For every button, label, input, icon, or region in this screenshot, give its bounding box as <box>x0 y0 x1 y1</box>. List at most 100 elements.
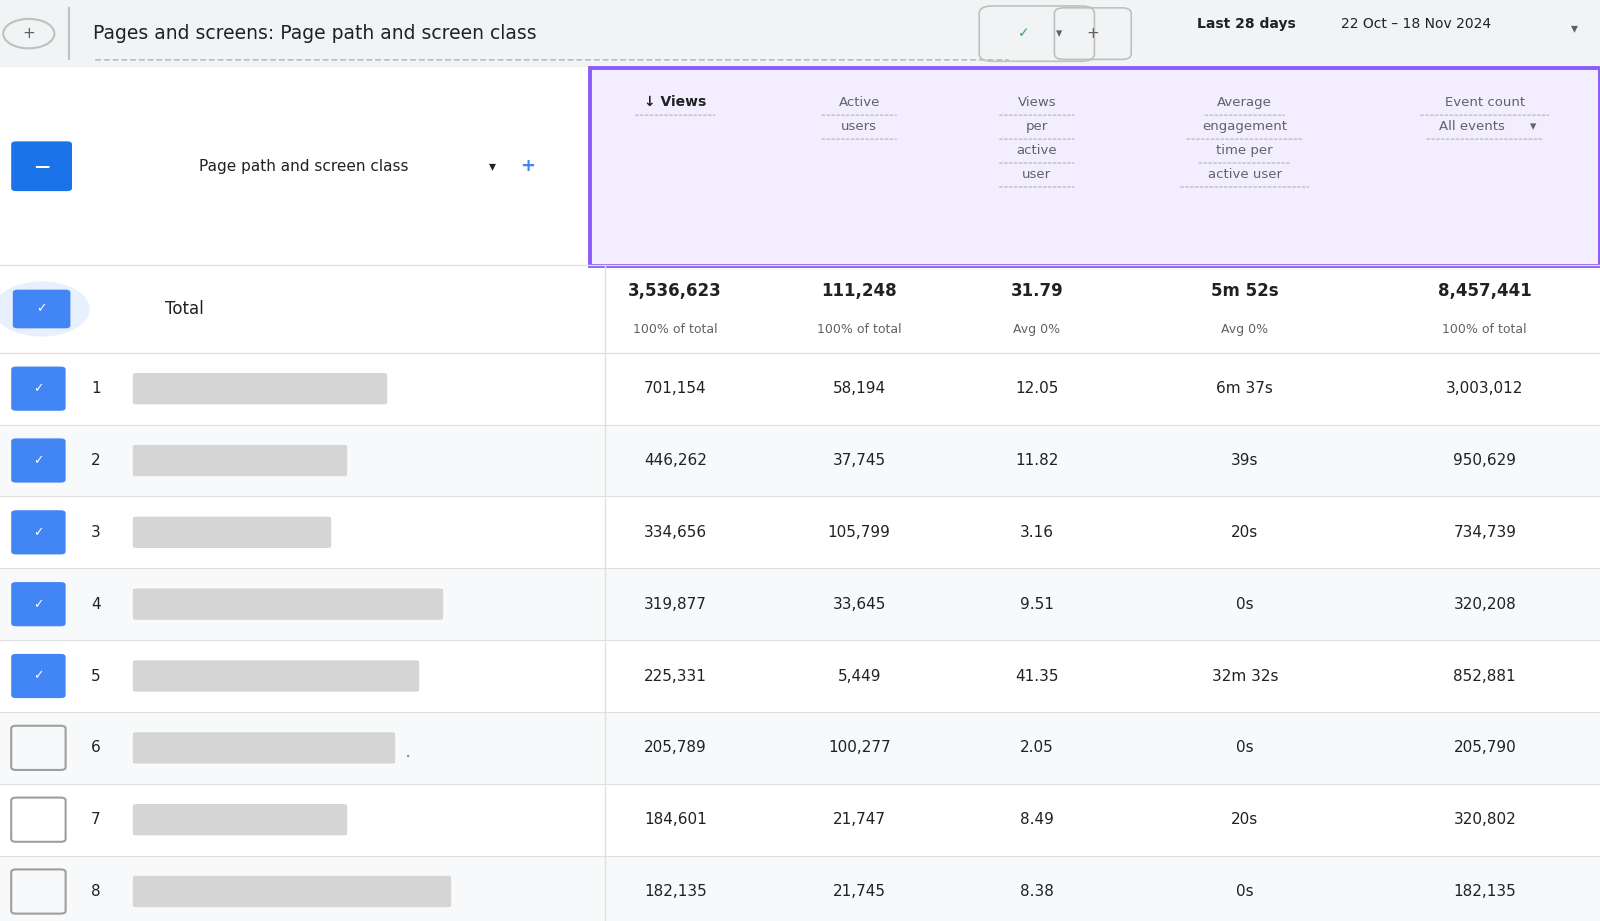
Text: 12.05: 12.05 <box>1014 381 1059 396</box>
Text: 184,601: 184,601 <box>643 812 707 827</box>
FancyBboxPatch shape <box>133 373 387 404</box>
Bar <box>0 425 1600 496</box>
Text: 100% of total: 100% of total <box>818 322 901 336</box>
Text: 9.51: 9.51 <box>1019 597 1054 612</box>
Text: 3,536,623: 3,536,623 <box>629 282 722 299</box>
FancyBboxPatch shape <box>11 367 66 411</box>
Text: 21,747: 21,747 <box>832 812 886 827</box>
Text: 8.49: 8.49 <box>1019 812 1054 827</box>
Text: 33,645: 33,645 <box>832 597 886 612</box>
Text: 21,745: 21,745 <box>832 884 886 899</box>
Text: ✓: ✓ <box>34 454 43 467</box>
Text: 2: 2 <box>91 453 101 468</box>
Text: ✓: ✓ <box>34 382 43 395</box>
FancyBboxPatch shape <box>11 654 66 698</box>
Text: 100,277: 100,277 <box>827 740 891 755</box>
Text: ✓: ✓ <box>1018 27 1030 41</box>
Text: engagement: engagement <box>1202 120 1288 133</box>
Text: ▾: ▾ <box>1571 21 1578 35</box>
Text: 182,135: 182,135 <box>643 884 707 899</box>
Text: per: per <box>1026 120 1048 133</box>
Text: Active: Active <box>838 96 880 109</box>
Text: 5m 52s: 5m 52s <box>1211 282 1278 299</box>
Text: 100% of total: 100% of total <box>1443 322 1526 336</box>
Text: 852,881: 852,881 <box>1453 669 1517 683</box>
Text: +: + <box>520 157 536 175</box>
FancyBboxPatch shape <box>133 732 395 764</box>
Bar <box>0 67 1600 265</box>
Text: 8,457,441: 8,457,441 <box>1438 282 1531 299</box>
FancyBboxPatch shape <box>11 141 72 191</box>
Text: 22 Oct – 18 Nov 2024: 22 Oct – 18 Nov 2024 <box>1341 17 1491 31</box>
FancyBboxPatch shape <box>133 589 443 620</box>
FancyBboxPatch shape <box>590 68 1600 266</box>
Text: Views: Views <box>1018 96 1056 109</box>
Text: ✓: ✓ <box>34 598 43 611</box>
Bar <box>0 353 1600 425</box>
Text: 11.82: 11.82 <box>1014 453 1059 468</box>
Text: ▾: ▾ <box>1056 27 1062 41</box>
Text: Total: Total <box>165 300 203 318</box>
Text: Average: Average <box>1218 96 1272 109</box>
Text: Page path and screen class: Page path and screen class <box>200 158 408 174</box>
Text: 31.79: 31.79 <box>1011 282 1062 299</box>
Text: 8: 8 <box>91 884 101 899</box>
Text: 58,194: 58,194 <box>832 381 886 396</box>
Text: 5,449: 5,449 <box>837 669 882 683</box>
Text: 0s: 0s <box>1235 597 1254 612</box>
Text: +: + <box>22 26 35 41</box>
FancyBboxPatch shape <box>133 876 451 907</box>
FancyBboxPatch shape <box>133 660 419 692</box>
Text: user: user <box>1022 168 1051 181</box>
Text: active user: active user <box>1208 168 1282 181</box>
Text: 446,262: 446,262 <box>643 453 707 468</box>
FancyBboxPatch shape <box>133 517 331 548</box>
Text: ▾: ▾ <box>1530 120 1536 133</box>
Text: —: — <box>34 158 50 174</box>
Bar <box>0 0 1600 67</box>
Text: 37,745: 37,745 <box>832 453 886 468</box>
Text: 20s: 20s <box>1230 525 1259 540</box>
Text: 20s: 20s <box>1230 812 1259 827</box>
Text: 701,154: 701,154 <box>643 381 707 396</box>
FancyBboxPatch shape <box>11 438 66 483</box>
Text: 100% of total: 100% of total <box>634 322 717 336</box>
Bar <box>0 712 1600 784</box>
Text: 39s: 39s <box>1230 453 1259 468</box>
Text: 182,135: 182,135 <box>1453 884 1517 899</box>
Text: Pages and screens: Page path and screen class: Pages and screens: Page path and screen … <box>93 24 536 43</box>
Text: 6: 6 <box>91 740 101 755</box>
Text: Event count: Event count <box>1445 96 1525 109</box>
Bar <box>0 784 1600 856</box>
Bar <box>0 265 1600 353</box>
FancyBboxPatch shape <box>133 445 347 476</box>
Text: ✓: ✓ <box>34 670 43 682</box>
Text: 41.35: 41.35 <box>1014 669 1059 683</box>
Text: 950,629: 950,629 <box>1453 453 1517 468</box>
FancyBboxPatch shape <box>11 582 66 626</box>
Text: ✓: ✓ <box>34 526 43 539</box>
Text: 111,248: 111,248 <box>821 282 898 299</box>
Text: users: users <box>842 120 877 133</box>
FancyBboxPatch shape <box>13 289 70 328</box>
Text: 1: 1 <box>91 381 101 396</box>
Text: 3: 3 <box>91 525 101 540</box>
Text: 8.38: 8.38 <box>1019 884 1054 899</box>
FancyBboxPatch shape <box>11 510 66 554</box>
Text: 734,739: 734,739 <box>1453 525 1517 540</box>
Text: 320,208: 320,208 <box>1453 597 1517 612</box>
Text: 105,799: 105,799 <box>827 525 891 540</box>
Text: 32m 32s: 32m 32s <box>1211 669 1278 683</box>
Text: 7: 7 <box>91 812 101 827</box>
Bar <box>0 496 1600 568</box>
Text: 3,003,012: 3,003,012 <box>1446 381 1523 396</box>
Text: .: . <box>405 742 411 761</box>
Text: 320,802: 320,802 <box>1453 812 1517 827</box>
Text: 2.05: 2.05 <box>1019 740 1054 755</box>
Text: active: active <box>1016 144 1058 157</box>
Text: ✓: ✓ <box>37 302 46 316</box>
Text: Avg 0%: Avg 0% <box>1013 322 1061 336</box>
Text: 205,789: 205,789 <box>643 740 707 755</box>
Bar <box>0 640 1600 712</box>
Text: ▾: ▾ <box>490 159 496 173</box>
